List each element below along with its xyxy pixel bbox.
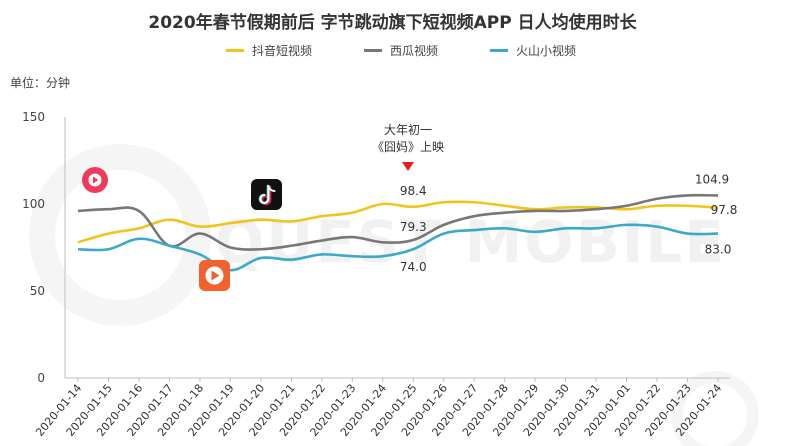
- huoshan-icon: [199, 260, 230, 291]
- legend-item-xigua: 西瓜视频: [364, 42, 438, 59]
- chart-title: 2020年春节假期前后 字节跳动旗下短视频APP 日人均使用时长: [148, 13, 637, 33]
- y-axis-ticks: 0 50 100 150: [22, 110, 45, 385]
- legend-swatch-huoshan: [490, 49, 509, 52]
- annotation-marker-triangle: [402, 162, 414, 171]
- annotation: 大年初一 《囧妈》上映: [372, 123, 444, 171]
- data-label-5: 83.0: [705, 243, 732, 257]
- legend-item-douyin: 抖音短视频: [226, 42, 312, 59]
- legend-label-xigua: 西瓜视频: [390, 44, 439, 58]
- annotation-line2: 《囧妈》上映: [372, 140, 444, 154]
- legend-swatch-douyin: [226, 49, 244, 52]
- data-label-1: 79.3: [400, 220, 427, 234]
- data-label-0: 98.4: [400, 184, 427, 198]
- x-axis-ticks: 2020-01-142020-01-152020-01-162020-01-17…: [33, 378, 724, 439]
- douyin-icon: [251, 179, 282, 210]
- y-tick-label-100: 100: [22, 197, 45, 211]
- y-axis-unit-label: 单位：分钟: [10, 76, 71, 90]
- legend-label-douyin: 抖音短视频: [252, 44, 313, 58]
- data-label-2: 74.0: [400, 260, 427, 274]
- y-tick-label-0: 0: [37, 371, 45, 385]
- data-label-4: 97.8: [711, 203, 738, 217]
- series-lines: [77, 193, 719, 272]
- y-tick-label-50: 50: [30, 284, 45, 298]
- series-line-huoshan: [77, 223, 719, 272]
- data-label-3: 104.9: [695, 172, 729, 186]
- legend-label-huoshan: 火山小视频: [516, 44, 577, 58]
- y-tick-label-150: 150: [22, 110, 45, 124]
- legend-swatch-xigua: [364, 49, 383, 52]
- series-line-xigua: [77, 193, 719, 251]
- legend: 抖音短视频 西瓜视频 火山小视频: [226, 42, 576, 59]
- data-labels: 98.4 79.3 74.0 104.9 97.8 83.0: [400, 172, 737, 274]
- legend-item-huoshan: 火山小视频: [490, 42, 576, 59]
- annotation-line1: 大年初一: [384, 123, 432, 137]
- xigua-icon: [82, 167, 108, 193]
